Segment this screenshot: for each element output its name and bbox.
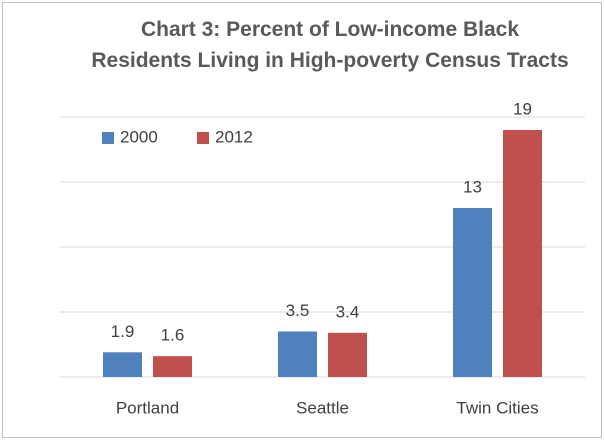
chart-title: Chart 3: Percent of Low-income Black Res… (91, 18, 569, 72)
data-label: 1.6 (161, 326, 185, 345)
data-label: 3.4 (336, 302, 360, 321)
x-tick-label: Portland (116, 398, 179, 417)
x-tick-label: Seattle (296, 398, 349, 417)
bar (278, 331, 317, 377)
bar (103, 352, 142, 377)
legend-swatch (197, 132, 209, 144)
data-label: 1.9 (111, 322, 135, 341)
x-tick-label: Twin Cities (456, 398, 538, 417)
legend-label: 2000 (120, 127, 158, 146)
data-label: 13 (463, 177, 482, 196)
data-label: 3.5 (286, 301, 310, 320)
legend-swatch (102, 132, 114, 144)
bar (328, 332, 367, 377)
bar (153, 356, 192, 377)
bar (453, 208, 492, 377)
legend-label: 2012 (215, 127, 253, 146)
data-label: 19 (513, 99, 532, 118)
bar (503, 130, 542, 377)
